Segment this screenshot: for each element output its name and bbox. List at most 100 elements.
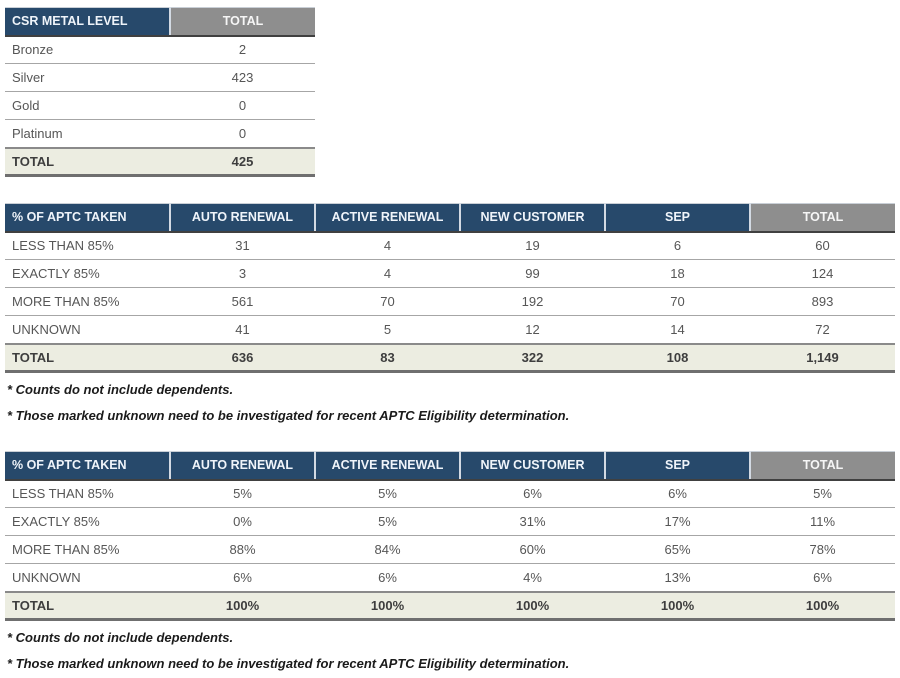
value-cell: 65% <box>605 535 750 564</box>
value-cell: 18 <box>605 259 750 288</box>
table-row-unknown: UNKNOWN 6% 6% 4% 13% 6% <box>5 563 895 592</box>
value-cell: 5% <box>315 479 460 508</box>
value-cell: 12 <box>460 315 605 344</box>
column-header-active-renewal: ACTIVE RENEWAL <box>314 451 460 481</box>
value-cell: 0 <box>170 119 315 148</box>
table-row-gold: Gold 0 <box>5 91 315 120</box>
column-header-auto-renewal: AUTO RENEWAL <box>169 203 315 233</box>
value-cell: 19 <box>460 231 605 260</box>
csr-metal-level-table: CSR METAL LEVEL TOTAL Bronze 2 Silver 42… <box>5 7 315 177</box>
column-header-auto-renewal: AUTO RENEWAL <box>169 451 315 481</box>
footnotes-counts: * Counts do not include dependents. * Th… <box>7 377 569 429</box>
row-label: UNKNOWN <box>5 563 170 592</box>
total-value-cell: 100% <box>315 590 460 621</box>
total-value-cell: 636 <box>170 342 315 373</box>
value-cell: 4 <box>315 231 460 260</box>
table-header-row: % OF APTC TAKEN AUTO RENEWAL ACTIVE RENE… <box>5 203 895 233</box>
value-cell: 88% <box>170 535 315 564</box>
total-value-cell: 108 <box>605 342 750 373</box>
row-label: Silver <box>5 63 170 92</box>
total-value-cell: 100% <box>750 590 895 621</box>
column-header-total: TOTAL <box>749 451 895 481</box>
value-cell: 3 <box>170 259 315 288</box>
aptc-taken-percentages-table: % OF APTC TAKEN AUTO RENEWAL ACTIVE RENE… <box>5 451 895 621</box>
table-row-more-than-85: MORE THAN 85% 561 70 192 70 893 <box>5 287 895 316</box>
row-label: LESS THAN 85% <box>5 479 170 508</box>
table-row-exactly-85: EXACTLY 85% 0% 5% 31% 17% 11% <box>5 507 895 536</box>
total-value-cell: 83 <box>315 342 460 373</box>
value-cell: 893 <box>750 287 895 316</box>
total-row: TOTAL 100% 100% 100% 100% 100% <box>5 590 895 621</box>
value-cell: 0 <box>170 91 315 120</box>
column-header-sep: SEP <box>604 451 750 481</box>
total-row: TOTAL 425 <box>5 146 315 177</box>
row-label: UNKNOWN <box>5 315 170 344</box>
column-header-pct-aptc-taken: % OF APTC TAKEN <box>5 203 170 233</box>
column-header-sep: SEP <box>604 203 750 233</box>
value-cell: 14 <box>605 315 750 344</box>
value-cell: 124 <box>750 259 895 288</box>
table-row-unknown: UNKNOWN 41 5 12 14 72 <box>5 315 895 344</box>
value-cell: 11% <box>750 507 895 536</box>
value-cell: 6 <box>605 231 750 260</box>
value-cell: 13% <box>605 563 750 592</box>
footnotes-percentages: * Counts do not include dependents. * Th… <box>7 625 569 677</box>
column-header-new-customer: NEW CUSTOMER <box>459 203 605 233</box>
value-cell: 41 <box>170 315 315 344</box>
value-cell: 6% <box>750 563 895 592</box>
table-row-exactly-85: EXACTLY 85% 3 4 99 18 124 <box>5 259 895 288</box>
value-cell: 5% <box>170 479 315 508</box>
row-label: Bronze <box>5 35 170 64</box>
value-cell: 4% <box>460 563 605 592</box>
value-cell: 6% <box>170 563 315 592</box>
row-label: LESS THAN 85% <box>5 231 170 260</box>
column-header-new-customer: NEW CUSTOMER <box>459 451 605 481</box>
value-cell: 5 <box>315 315 460 344</box>
value-cell: 561 <box>170 287 315 316</box>
value-cell: 31 <box>170 231 315 260</box>
total-value-cell: 1,149 <box>750 342 895 373</box>
value-cell: 6% <box>605 479 750 508</box>
total-row-label: TOTAL <box>5 342 170 373</box>
value-cell: 70 <box>315 287 460 316</box>
footnote: * Those marked unknown need to be invest… <box>7 656 570 671</box>
value-cell: 5% <box>315 507 460 536</box>
column-header-total: TOTAL <box>169 7 315 37</box>
table-row-silver: Silver 423 <box>5 63 315 92</box>
column-header-pct-aptc-taken: % OF APTC TAKEN <box>5 451 170 481</box>
value-cell: 70 <box>605 287 750 316</box>
total-row-label: TOTAL <box>5 146 170 177</box>
footnote: * Counts do not include dependents. <box>7 630 234 645</box>
table-row-less-than-85: LESS THAN 85% 5% 5% 6% 6% 5% <box>5 479 895 508</box>
footnote: * Counts do not include dependents. <box>7 382 234 397</box>
value-cell: 6% <box>460 479 605 508</box>
value-cell: 192 <box>460 287 605 316</box>
total-row: TOTAL 636 83 322 108 1,149 <box>5 342 895 373</box>
table-header-row: % OF APTC TAKEN AUTO RENEWAL ACTIVE RENE… <box>5 451 895 481</box>
total-value-cell: 100% <box>170 590 315 621</box>
value-cell: 99 <box>460 259 605 288</box>
value-cell: 4 <box>315 259 460 288</box>
row-label: Gold <box>5 91 170 120</box>
column-header-active-renewal: ACTIVE RENEWAL <box>314 203 460 233</box>
value-cell: 2 <box>170 35 315 64</box>
value-cell: 84% <box>315 535 460 564</box>
value-cell: 60 <box>750 231 895 260</box>
footnote: * Those marked unknown need to be invest… <box>7 408 570 423</box>
total-value-cell: 100% <box>605 590 750 621</box>
value-cell: 17% <box>605 507 750 536</box>
column-header-csr-metal-level: CSR METAL LEVEL <box>5 7 170 37</box>
value-cell: 31% <box>460 507 605 536</box>
table-row-less-than-85: LESS THAN 85% 31 4 19 6 60 <box>5 231 895 260</box>
value-cell: 6% <box>315 563 460 592</box>
row-label: MORE THAN 85% <box>5 535 170 564</box>
row-label: Platinum <box>5 119 170 148</box>
value-cell: 60% <box>460 535 605 564</box>
value-cell: 0% <box>170 507 315 536</box>
value-cell: 423 <box>170 63 315 92</box>
value-cell: 5% <box>750 479 895 508</box>
value-cell: 72 <box>750 315 895 344</box>
total-value-cell: 322 <box>460 342 605 373</box>
table-header-row: CSR METAL LEVEL TOTAL <box>5 7 315 37</box>
table-row-platinum: Platinum 0 <box>5 119 315 148</box>
